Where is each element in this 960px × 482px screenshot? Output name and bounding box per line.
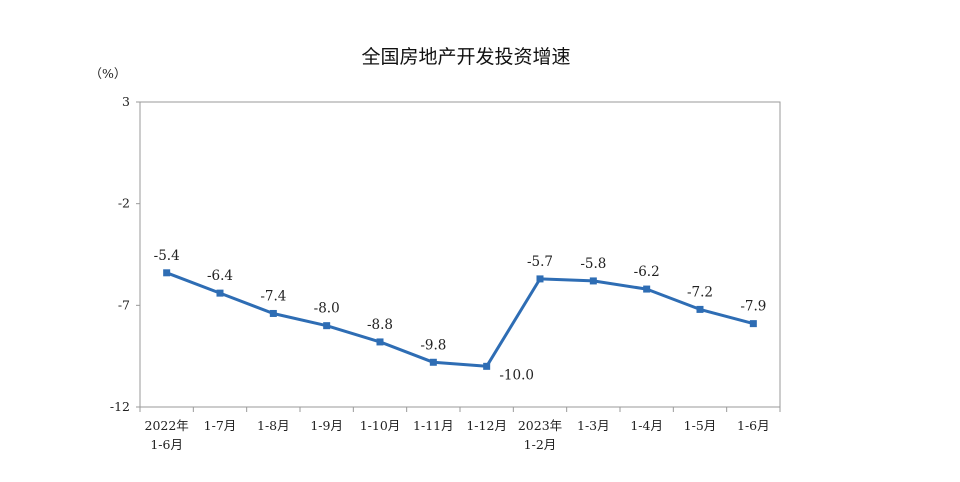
y-tick-label: -7 <box>118 297 130 312</box>
series-line <box>165 271 755 368</box>
data-point <box>216 289 224 297</box>
data-label: -5.7 <box>527 254 553 270</box>
data-label: -7.2 <box>687 284 713 300</box>
data-point <box>536 275 544 283</box>
series-markers <box>163 269 757 370</box>
data-label: -8.0 <box>314 301 340 317</box>
chart-title: 全国房地产开发投资增速 <box>361 46 570 68</box>
y-axis: 3 -2 -7 -12 <box>110 94 140 414</box>
y-tick-label: 3 <box>122 94 130 109</box>
x-tick-label: 2023年 <box>518 418 562 433</box>
data-label: -8.8 <box>367 317 393 333</box>
x-axis: 2022年 1-6月 1-7月 1-8月 1-9月 1-10月 1-11月 1-12月 2023… <box>139 407 781 452</box>
data-point <box>376 338 384 346</box>
x-tick-label: 1-6月 <box>737 418 770 433</box>
data-labels: -5.4 -6.4 -7.4 -8.0 -8.8 -9.8 -10.0 -5.7 -5.8 -6.… <box>154 248 767 384</box>
x-tick-label: 1-12月 <box>466 418 507 433</box>
data-point <box>163 269 171 277</box>
y-axis-unit: （%） <box>90 66 127 81</box>
x-tick-label: 1-7月 <box>204 418 237 433</box>
x-tick-label: 1-6月 <box>150 437 183 452</box>
data-label: -9.8 <box>420 337 446 353</box>
data-label: -5.4 <box>154 248 180 264</box>
data-label: -7.4 <box>260 288 286 304</box>
y-tick-label: -12 <box>110 399 130 414</box>
x-tick-label: 1-10月 <box>360 418 401 433</box>
y-tick-label: -2 <box>118 196 130 211</box>
data-point <box>429 358 437 366</box>
data-label: -6.2 <box>634 264 660 280</box>
x-tick-label: 1-2月 <box>524 437 557 452</box>
data-point <box>483 362 491 370</box>
x-tick-label: 1-3月 <box>577 418 610 433</box>
x-tick-label: 1-4月 <box>630 418 663 433</box>
data-label: -7.9 <box>740 299 766 315</box>
data-label: -5.8 <box>580 256 606 272</box>
x-tick-label: 1-8月 <box>257 418 290 433</box>
x-tick-label: 1-11月 <box>413 418 454 433</box>
data-label: -10.0 <box>499 367 534 383</box>
x-tick-label: 1-9月 <box>310 418 343 433</box>
data-point <box>323 322 331 330</box>
data-point <box>696 305 704 313</box>
data-point <box>643 285 651 293</box>
data-point <box>749 320 757 328</box>
data-point <box>589 277 597 285</box>
x-tick-label: 2022年 <box>145 418 189 433</box>
data-label: -6.4 <box>207 268 233 284</box>
data-point <box>269 309 277 317</box>
plot-frame <box>139 101 781 408</box>
x-tick-label: 1-5月 <box>684 418 717 433</box>
